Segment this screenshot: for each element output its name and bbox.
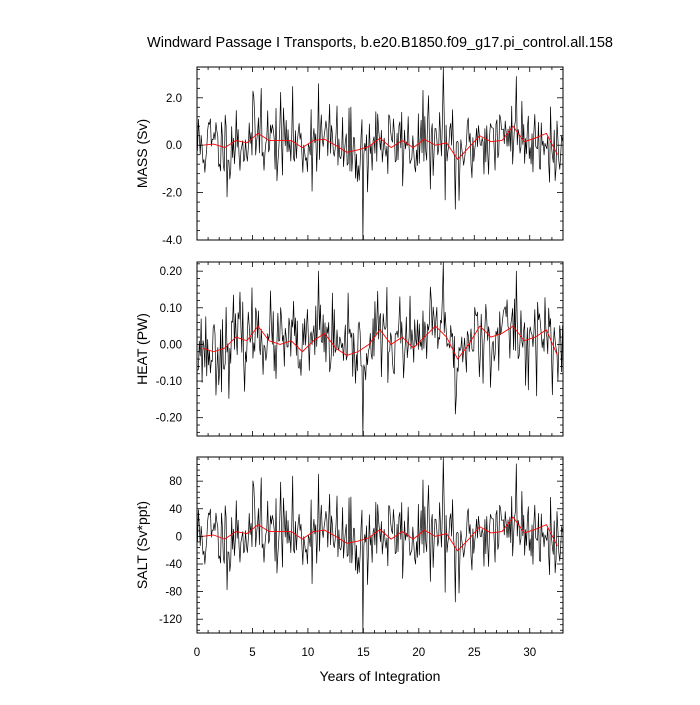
x-tick-label: 20 xyxy=(412,647,425,659)
mass-plot-frame xyxy=(196,66,564,241)
salt-y-tick-label: 40 xyxy=(169,504,182,516)
mass-y-tick-label: 2.0 xyxy=(166,93,182,105)
salt-y-tick-label: -80 xyxy=(165,587,182,599)
salt-plot-frame xyxy=(196,456,564,634)
salt-y-tick-label: -120 xyxy=(159,614,182,626)
salt-y-tick-label: -40 xyxy=(165,559,182,571)
salt-monthly-series-line xyxy=(197,456,563,634)
salt-panel: 0 5 10 15 20 25 30 80 40 0 -40 -80 -120 SALT (Sv*ppt) xyxy=(134,456,564,659)
x-tick-label: 5 xyxy=(249,647,255,659)
x-tick-label: 15 xyxy=(357,647,370,659)
mass-monthly-series-line xyxy=(197,66,563,241)
heat-panel: 0.20 0.10 0.00 -0.10 -0.20 HEAT (PW) xyxy=(134,261,564,437)
heat-y-tick-label: 0.10 xyxy=(160,303,182,315)
heat-y-tick-label: 0.00 xyxy=(160,339,182,351)
heat-y-tick-label: 0.20 xyxy=(160,266,182,278)
mass-y-tick-label: -2.0 xyxy=(162,188,182,200)
x-axis-label: Years of Integration xyxy=(320,668,441,684)
heat-monthly-series-line xyxy=(197,261,563,437)
x-tick-label: 10 xyxy=(302,647,315,659)
heat-y-tick-label: -0.20 xyxy=(156,413,182,425)
x-tick-label: 0 xyxy=(194,647,200,659)
mass-panel: 2.0 0.0 -2.0 -4.0 MASS (Sv) xyxy=(134,66,564,247)
heat-plot-frame xyxy=(196,261,564,437)
mass-annual-mean-line xyxy=(202,125,558,160)
salt-y-tick-label: 80 xyxy=(169,476,182,488)
heat-annual-mean-line xyxy=(202,325,558,360)
x-tick-label: 30 xyxy=(523,647,536,659)
mass-y-tick-label: 0.0 xyxy=(166,140,182,152)
mass-y-axis-label: MASS (Sv) xyxy=(134,119,150,188)
salt-annual-mean-line xyxy=(202,516,558,552)
x-tick-label: 25 xyxy=(468,647,481,659)
chart-title: Windward Passage I Transports, b.e20.B18… xyxy=(147,35,613,51)
mass-y-tick-label: -4.0 xyxy=(162,235,182,247)
salt-y-axis-label: SALT (Sv*ppt) xyxy=(134,501,150,589)
heat-y-tick-label: -0.10 xyxy=(156,376,182,388)
salt-y-tick-label: 0 xyxy=(176,531,182,543)
heat-y-axis-label: HEAT (PW) xyxy=(134,313,150,385)
